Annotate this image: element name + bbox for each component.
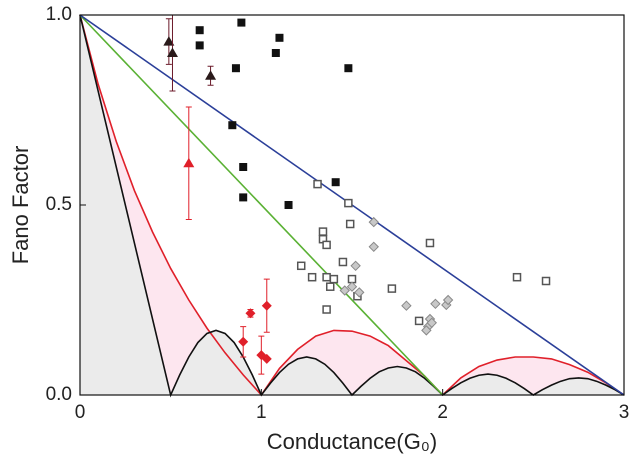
marker (329, 274, 339, 284)
marker (195, 41, 204, 50)
marker (271, 49, 280, 57)
marker (426, 317, 437, 329)
x-tick-label: 2 (437, 402, 448, 423)
marker (231, 64, 240, 73)
marker (354, 287, 365, 298)
marker (421, 325, 432, 336)
area-fill (80, 15, 624, 395)
marker (322, 240, 331, 250)
marker (346, 281, 358, 292)
marker (307, 272, 317, 282)
marker (239, 193, 248, 202)
x-tick-label: 3 (619, 402, 630, 423)
marker (205, 70, 217, 80)
marker (163, 36, 175, 46)
marker (368, 216, 379, 228)
marker (350, 260, 361, 272)
x-tick-label: 1 (256, 402, 267, 423)
marker (228, 121, 237, 130)
x-tick-label: 0 (75, 402, 86, 423)
marker (166, 47, 178, 57)
marker (183, 157, 195, 168)
marker (401, 300, 412, 311)
marker (541, 276, 551, 286)
marker (414, 316, 424, 326)
y-tick-label: 0.0 (46, 384, 72, 405)
marker (344, 198, 353, 208)
marker (322, 272, 331, 282)
marker (275, 33, 284, 42)
marker (261, 353, 272, 364)
curve (79, 14, 444, 396)
marker (387, 284, 397, 293)
marker (325, 282, 335, 291)
y-tick-label: 1.0 (46, 4, 72, 25)
marker (368, 241, 379, 253)
y-tick-label: 0.5 (46, 194, 72, 215)
marker (322, 305, 331, 314)
marker (245, 308, 256, 319)
y-axis-label: Fano Factor (8, 146, 33, 265)
marker (345, 219, 355, 229)
marker (238, 336, 249, 347)
marker (195, 26, 204, 35)
marker (512, 272, 522, 282)
marker (425, 238, 435, 248)
marker (344, 64, 353, 73)
marker (237, 18, 246, 27)
marker (331, 178, 340, 187)
marker (318, 227, 328, 236)
curve (79, 14, 625, 397)
marker (239, 163, 248, 171)
marker (296, 261, 306, 271)
marker (339, 285, 350, 296)
marker (442, 294, 454, 306)
marker (284, 201, 293, 209)
marker (261, 300, 272, 311)
curve (79, 14, 625, 398)
marker (430, 298, 441, 310)
x-axis-label: Conductance(G₀) (267, 429, 438, 454)
marker (313, 179, 322, 189)
marker (338, 257, 348, 267)
